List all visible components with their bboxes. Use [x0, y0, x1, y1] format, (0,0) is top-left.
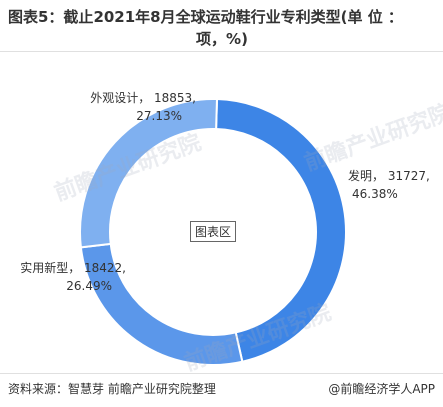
donut-chart: 发明， 31727, 46.38% 实用新型， 18422, 26.49% 外观设计， … [20, 91, 430, 366]
donut-slice-3 [79, 98, 219, 249]
slice-label-1: 发明， 31727, 46.38% [348, 168, 430, 201]
bottom-divider [0, 373, 443, 374]
chart-title: 图表5：截止2021年8月全球运动鞋行业专利类型(单 位 ： 项，%) [8, 6, 436, 50]
brand-credit: @前瞻经济学人APP [328, 382, 435, 396]
slice-label-2: 实用新型， 18422, 26.49% [20, 260, 126, 293]
plot-area-tag: 图表区 [190, 221, 237, 242]
source-note: 资料来源：智慧芽 前瞻产业研究院整理 [8, 382, 216, 396]
chart-title-line2: 项，%) [196, 30, 248, 48]
slice-label-3: 外观设计， 18853, 27.13% [90, 91, 196, 123]
top-divider [0, 51, 443, 52]
chart-title-line1: 图表5：截止2021年8月全球运动鞋行业专利类型(单 位 ： [8, 8, 403, 26]
